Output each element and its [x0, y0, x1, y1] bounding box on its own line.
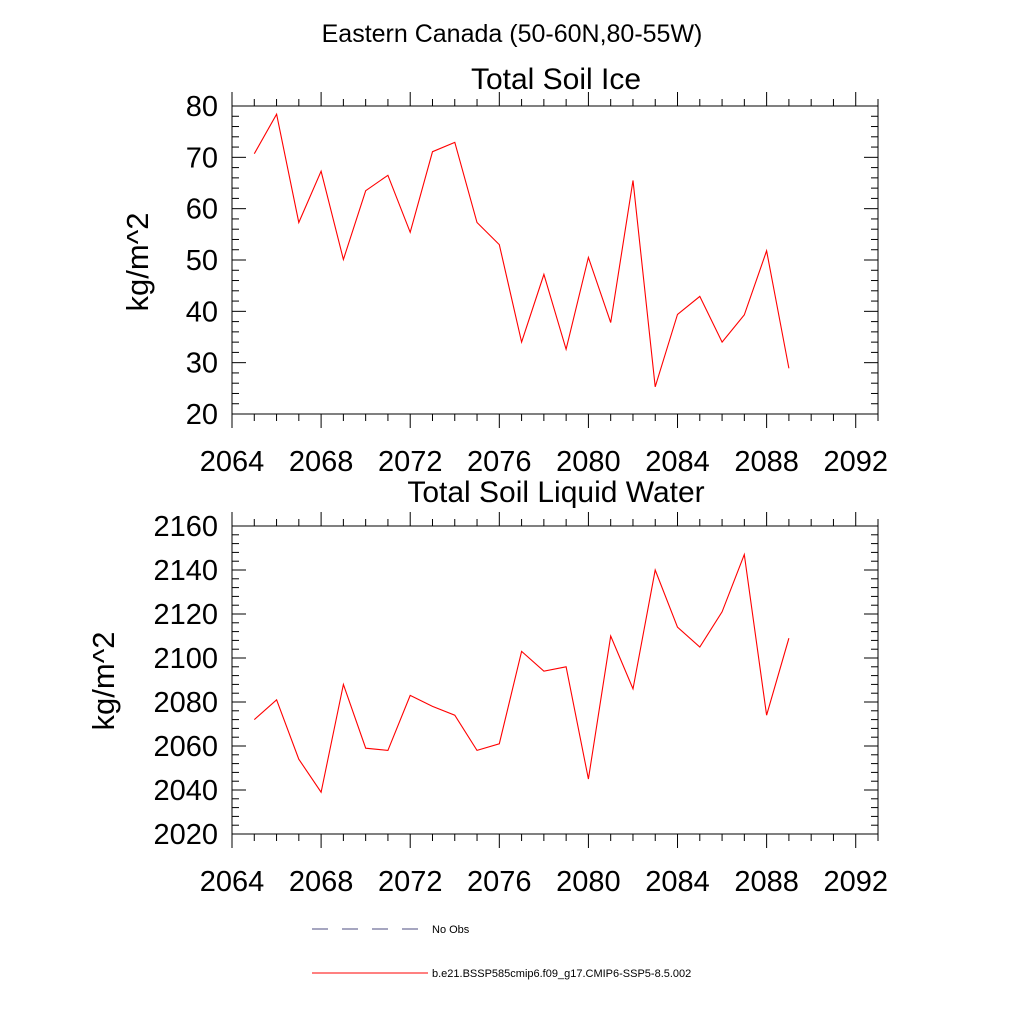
x-tick-label-p1-2080: 2080 — [556, 866, 621, 898]
x-tick-label-p0-2080: 2080 — [556, 446, 621, 478]
panel-total-soil-liquid-water: Total Soil Liquid Water kg/m^2 2064 2068 2… — [86, 476, 888, 898]
legend-label-no-obs: No Obs — [432, 924, 470, 936]
x-tick-label-p0-2088: 2088 — [734, 446, 799, 478]
axes-liquid: 2064 2068 2072 2076 2080 2084 2088 2092 2020 2040… — [153, 511, 887, 898]
y-tick-label-p1-2100: 2100 — [153, 643, 218, 675]
y-tick-label-p1-2040: 2040 — [153, 775, 218, 807]
x-tick-label-p1-2088: 2088 — [734, 866, 799, 898]
y-axis-label-liquid: kg/m^2 — [86, 632, 121, 731]
y-axis-label-ice: kg/m^2 — [120, 213, 155, 312]
x-tick-label-p1-2064: 2064 — [200, 866, 265, 898]
y-tick-label-p0-30: 30 — [186, 348, 218, 380]
x-tick-label-p0-2068: 2068 — [289, 446, 354, 478]
legend: No Obs b.e21.BSSP585cmip6.f09_g17.CMIP6-… — [312, 924, 691, 980]
x-tick-label-p1-2084: 2084 — [645, 866, 710, 898]
y-tick-label-p1-2160: 2160 — [153, 511, 218, 543]
plot-frame-p0 — [231, 105, 879, 415]
series-line-p1-0 — [253, 552, 790, 794]
x-tick-label-p1-2092: 2092 — [823, 866, 888, 898]
panel-title-total-soil-ice: Total Soil Ice — [471, 63, 641, 96]
y-tick-label-p0-70: 70 — [186, 142, 218, 174]
x-tick-label-p0-2064: 2064 — [200, 446, 265, 478]
y-tick-label-p1-2020: 2020 — [153, 819, 218, 851]
figure-title: Eastern Canada (50-60N,80-55W) — [322, 20, 703, 48]
y-tick-label-p0-20: 20 — [186, 399, 218, 431]
panel-total-soil-ice: Total Soil Ice kg/m^2 2064 2068 2072 2076 20… — [120, 63, 888, 478]
x-tick-label-p1-2076: 2076 — [467, 866, 532, 898]
x-tick-label-p0-2076: 2076 — [467, 446, 532, 478]
y-tick-label-p1-2060: 2060 — [153, 731, 218, 763]
y-tick-label-p0-40: 40 — [186, 296, 218, 328]
panel-title-total-soil-liquid-water: Total Soil Liquid Water — [407, 476, 704, 509]
y-tick-label-p0-60: 60 — [186, 194, 218, 226]
y-tick-label-p1-2120: 2120 — [153, 599, 218, 631]
x-tick-label-p0-2072: 2072 — [378, 446, 443, 478]
x-tick-label-p1-2068: 2068 — [289, 866, 354, 898]
axes-ice: 2064 2068 2072 2076 2080 2084 2088 2092 20 30 40 50… — [186, 91, 888, 478]
y-tick-label-p1-2080: 2080 — [153, 687, 218, 719]
series-line-p0-0 — [253, 112, 790, 387]
plot-frame-p1 — [231, 525, 879, 835]
x-tick-label-p0-2084: 2084 — [645, 446, 710, 478]
y-tick-label-p1-2140: 2140 — [153, 555, 218, 587]
y-tick-label-p0-80: 80 — [186, 91, 218, 123]
x-tick-label-p0-2092: 2092 — [823, 446, 888, 478]
legend-label-model: b.e21.BSSP585cmip6.f09_g17.CMIP6-SSP5-8.… — [432, 968, 691, 980]
y-tick-label-p0-50: 50 — [186, 245, 218, 277]
x-tick-label-p1-2072: 2072 — [378, 866, 443, 898]
